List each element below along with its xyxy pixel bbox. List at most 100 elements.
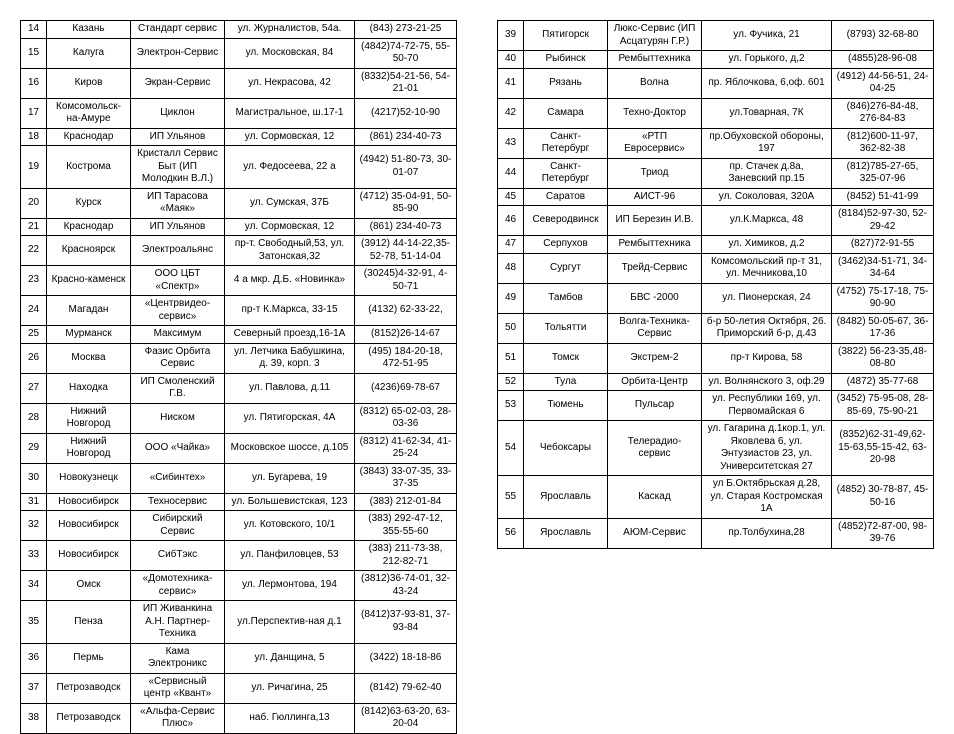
phone-cell: (4217)52-10-90 — [355, 98, 457, 128]
company-cell: Сибирский Сервис — [131, 511, 225, 541]
phone-cell: (3422) 18-18-86 — [355, 643, 457, 673]
table-row: 34Омск«Домотехника-сервис»ул. Лермонтова… — [21, 571, 457, 601]
company-cell: ИП Тарасова «Маяк» — [131, 188, 225, 218]
phone-cell: (3912) 44-14-22,35-52-78, 51-14-04 — [355, 236, 457, 266]
row-number: 56 — [498, 518, 524, 548]
address-cell: Северный проезд,16-1А — [225, 326, 355, 344]
city-cell: Сургут — [524, 253, 608, 283]
table-row: 54ЧебоксарыТелерадио-сервисул. Гагарина … — [498, 421, 934, 476]
phone-cell: (383) 212-01-84 — [355, 493, 457, 511]
address-cell: ул. Гагарина д.1кор.1, ул. Яковлева 6, у… — [702, 421, 832, 476]
table-row: 43Санкт-Петербург«РТП Евросервис»пр.Обух… — [498, 128, 934, 158]
company-cell: ИП Березин И.В. — [608, 206, 702, 236]
row-number: 15 — [21, 38, 47, 68]
city-cell: Петрозаводск — [47, 673, 131, 703]
left-column: 14КазаньСтандарт сервисул. Журналистов, … — [20, 20, 457, 655]
address-cell: ул. Соколовая, 320А — [702, 188, 832, 206]
company-cell: ИП Ульянов — [131, 128, 225, 146]
phone-cell: (8332)54-21-56, 54-21-01 — [355, 68, 457, 98]
city-cell: Мурманск — [47, 326, 131, 344]
company-cell: Кама Электроникс — [131, 643, 225, 673]
address-cell: наб. Гюллинга,13 — [225, 703, 355, 733]
table-row: 30Новокузнецк«Сибинтех»ул. Бугарева, 19(… — [21, 463, 457, 493]
address-cell: ул. Павлова, д.11 — [225, 373, 355, 403]
city-cell: Рязань — [524, 68, 608, 98]
table-row: 33НовосибирскСибТэксул. Панфиловцев, 53(… — [21, 541, 457, 571]
phone-cell: (3822) 56-23-35,48-08-80 — [832, 343, 934, 373]
phone-cell: (827)72-91-55 — [832, 236, 934, 254]
row-number: 28 — [21, 403, 47, 433]
address-cell: Магистральное, ш.17-1 — [225, 98, 355, 128]
table-row: 36ПермьКама Электрониксул. Данщина, 5(34… — [21, 643, 457, 673]
row-number: 40 — [498, 51, 524, 69]
city-cell: Петрозаводск — [47, 703, 131, 733]
company-cell: Трейд-Сервис — [608, 253, 702, 283]
table-row: 49ТамбовБВС -2000ул. Пионерская, 24(4752… — [498, 283, 934, 313]
address-cell: ул. Котовского, 10/1 — [225, 511, 355, 541]
address-cell: ул. Сормовская, 12 — [225, 128, 355, 146]
table-row: 32НовосибирскСибирский Сервисул. Котовск… — [21, 511, 457, 541]
company-cell: Электрон-Сервис — [131, 38, 225, 68]
address-cell: ул.Перспектив-ная д.1 — [225, 601, 355, 644]
row-number: 19 — [21, 146, 47, 189]
phone-cell: (861) 234-40-73 — [355, 218, 457, 236]
city-cell: Красноярск — [47, 236, 131, 266]
company-cell: СибТэкс — [131, 541, 225, 571]
address-cell: 4 а мкр. Д.Б. «Новинка» — [225, 266, 355, 296]
table-row: 29Нижний НовгородООО «Чайка»Московское ш… — [21, 433, 457, 463]
table-row: 28Нижний НовгородНискомул. Пятигорская, … — [21, 403, 457, 433]
address-cell: ул. Сумская, 37Б — [225, 188, 355, 218]
row-number: 48 — [498, 253, 524, 283]
table-row: 45СаратовАИСТ-96ул. Соколовая, 320А(8452… — [498, 188, 934, 206]
address-cell: ул. Волнянского 3, оф.29 — [702, 373, 832, 391]
phone-cell: (4852)72-87-00, 98-39-76 — [832, 518, 934, 548]
city-cell: Нижний Новгород — [47, 403, 131, 433]
phone-cell: (8412)37-93-81, 37-93-84 — [355, 601, 457, 644]
company-cell: «Домотехника-сервис» — [131, 571, 225, 601]
table-row: 22КрасноярскЭлектроальянспр-т. Свободный… — [21, 236, 457, 266]
table-row: 23Красно-каменскООО ЦБТ «Спектр»4 а мкр.… — [21, 266, 457, 296]
table-row: 53ТюменьПульсарул. Республики 169, ул. П… — [498, 391, 934, 421]
phone-cell: (861) 234-40-73 — [355, 128, 457, 146]
address-cell: ул Б.Октябрьская д.28, ул. Старая Костро… — [702, 476, 832, 519]
city-cell: Санкт-Петербург — [524, 158, 608, 188]
row-number: 42 — [498, 98, 524, 128]
address-cell: ул. Химиков, д.2 — [702, 236, 832, 254]
phone-cell: (3843) 33-07-35, 33-37-35 — [355, 463, 457, 493]
city-cell: Комсомольск-на-Амуре — [47, 98, 131, 128]
table-row: 52ТулаОрбита-Центрул. Волнянского 3, оф.… — [498, 373, 934, 391]
table-row: 44Санкт-ПетербургТриодпр. Стачек д.8а, З… — [498, 158, 934, 188]
phone-cell: (8312) 41-62-34, 41-25-24 — [355, 433, 457, 463]
table-row: 55ЯрославльКаскадул Б.Октябрьская д.28, … — [498, 476, 934, 519]
row-number: 50 — [498, 313, 524, 343]
city-cell: Тамбов — [524, 283, 608, 313]
address-cell: ул. Ричагина, 25 — [225, 673, 355, 703]
city-cell: Курск — [47, 188, 131, 218]
address-cell: пр.Толбухина,28 — [702, 518, 832, 548]
table-row: 14КазаньСтандарт сервисул. Журналистов, … — [21, 21, 457, 39]
city-cell: Серпухов — [524, 236, 608, 254]
phone-cell: (3812)36-74-01, 32-43-24 — [355, 571, 457, 601]
city-cell: Тюмень — [524, 391, 608, 421]
address-cell: Московское шоссе, д.105 — [225, 433, 355, 463]
phone-cell: (4855)28-96-08 — [832, 51, 934, 69]
company-cell: Люкс-Сервис (ИП Асцатурян Г.Р.) — [608, 21, 702, 51]
city-cell: Пятигорск — [524, 21, 608, 51]
row-number: 45 — [498, 188, 524, 206]
right-table: 39ПятигорскЛюкс-Сервис (ИП Асцатурян Г.Р… — [497, 20, 934, 549]
phone-cell: (843) 273-21-25 — [355, 21, 457, 39]
row-number: 47 — [498, 236, 524, 254]
phone-cell: (8482) 50-05-67, 36-17-36 — [832, 313, 934, 343]
table-row: 27НаходкаИП Смоленский Г.В.ул. Павлова, … — [21, 373, 457, 403]
row-number: 55 — [498, 476, 524, 519]
phone-cell: (8152)26-14-67 — [355, 326, 457, 344]
phone-cell: (4712) 35-04-91, 50-85-90 — [355, 188, 457, 218]
table-row: 17Комсомольск-на-АмуреЦиклонМагистрально… — [21, 98, 457, 128]
address-cell: ул. Летчика Бабушкина, д. 39, корп. 3 — [225, 343, 355, 373]
row-number: 51 — [498, 343, 524, 373]
company-cell: ИП Живанкина А.Н. Партнер-Техника — [131, 601, 225, 644]
city-cell: Тула — [524, 373, 608, 391]
city-cell: Москва — [47, 343, 131, 373]
table-row: 35ПензаИП Живанкина А.Н. Партнер-Техника… — [21, 601, 457, 644]
company-cell: «Центрвидео-сервис» — [131, 296, 225, 326]
